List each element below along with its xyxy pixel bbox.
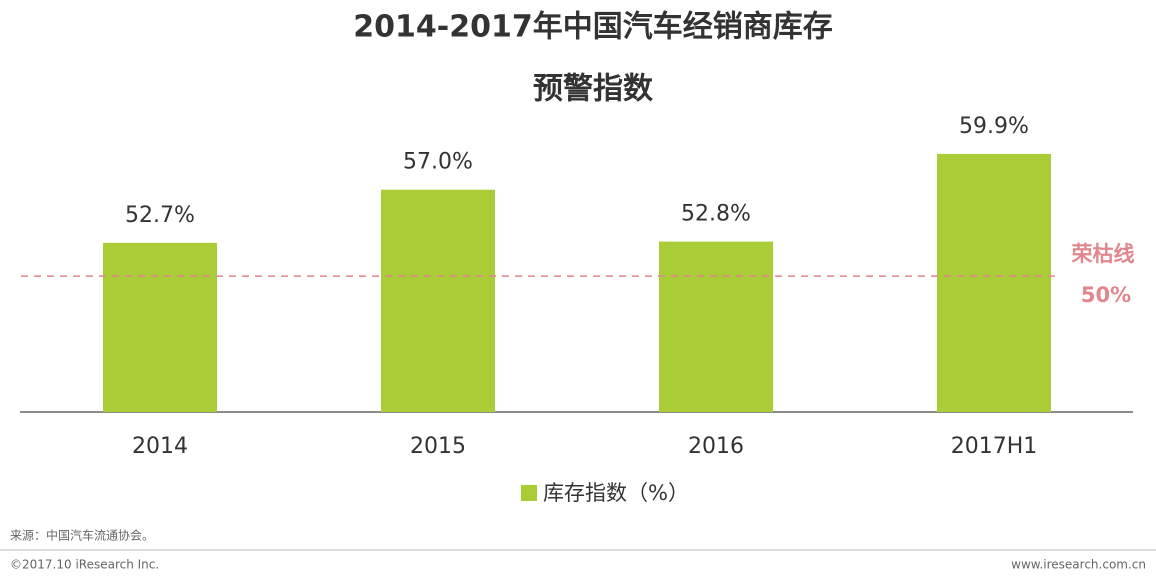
bar [381, 189, 495, 412]
bar [103, 242, 217, 412]
value-label: 52.7% [125, 203, 195, 228]
value-label: 59.9% [959, 114, 1029, 139]
bar [937, 153, 1051, 413]
source: 来源：中国汽车流通协会。 [10, 528, 154, 543]
legend-swatch [521, 485, 537, 501]
x-tick-label: 2017H1 [951, 434, 1038, 459]
chart-title: 预警指数 [533, 72, 654, 107]
copyright: ©2017.10 iResearch Inc. [10, 558, 159, 572]
x-tick-label: 2016 [688, 434, 744, 459]
legend-label: 库存指数（%） [543, 481, 689, 505]
value-label: 57.0% [403, 150, 473, 175]
bar [659, 241, 773, 412]
reference-name: 荣枯线 [1071, 242, 1135, 266]
chart-title: 2014-2017年中国汽车经销商库存 [353, 10, 832, 45]
x-tick-label: 2014 [132, 434, 188, 459]
value-label: 52.8% [681, 202, 751, 227]
url: www.iresearch.com.cn [1011, 558, 1146, 572]
reference-label: 50% [1081, 283, 1131, 307]
x-tick-label: 2015 [410, 434, 466, 459]
